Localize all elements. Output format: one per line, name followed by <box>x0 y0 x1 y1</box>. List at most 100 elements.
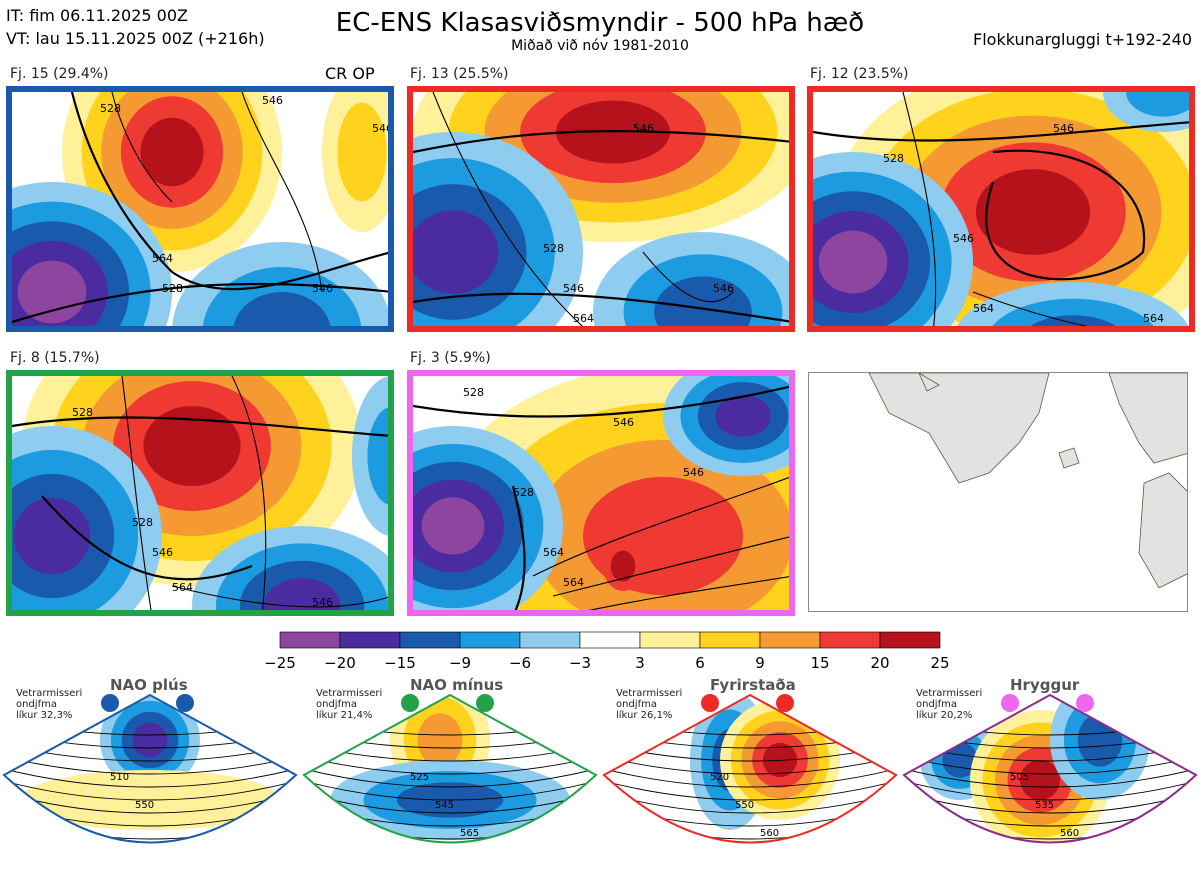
regime-contour <box>604 779 896 801</box>
island-shape <box>918 373 940 392</box>
cluster-2-field: 546 528 546 546 564 <box>413 92 789 326</box>
scandinavia-shape <box>1108 373 1187 464</box>
contour-label: 546 <box>1053 122 1074 135</box>
regime-contour <box>304 791 596 814</box>
anomaly-blob-1-band-4 <box>818 230 888 294</box>
contour-label: 528 <box>883 152 904 165</box>
anomaly-blob-0-band-4 <box>140 117 204 187</box>
europe-shape <box>1138 472 1187 589</box>
contour-label: 546 <box>633 122 654 135</box>
colorbar-tick-label: 3 <box>635 654 645 672</box>
anomaly-blob-1 <box>413 132 583 326</box>
anomaly-blob-1 <box>813 152 973 326</box>
height-contour-1 <box>41 495 253 581</box>
regime-contour-label: 560 <box>1060 828 1079 839</box>
regime-frame <box>602 693 898 844</box>
cluster-2-map: 546 528 546 546 564 <box>407 86 795 332</box>
colorbar-segment <box>279 631 341 649</box>
classification-window: Flokkunargluggi t+192-240 <box>973 30 1192 49</box>
anomaly-blob-2-band-3 <box>263 578 341 610</box>
regime-dot-1 <box>1076 694 1094 712</box>
regime-dot-1 <box>776 694 794 712</box>
height-contour-4 <box>588 576 789 610</box>
regime-title: Fyrirstaða <box>710 676 796 694</box>
contour-label: 546 <box>372 122 388 135</box>
height-contour-4 <box>231 376 267 610</box>
height-contour-3 <box>171 585 388 608</box>
cluster-3-title: Fj. 12 (23.5%) <box>810 66 909 82</box>
anomaly-blob-2 <box>192 526 388 610</box>
regime-contour <box>304 755 596 775</box>
anomaly-blob-3-band-1 <box>610 550 636 582</box>
regime-blob-0-band-2 <box>417 713 463 767</box>
run-info: IT: fim 06.11.2025 00Z VT: lau 15.11.202… <box>6 4 265 50</box>
anomaly-blob-3 <box>322 92 388 232</box>
height-contour-3 <box>972 291 1089 326</box>
contour-label: 564 <box>152 252 173 265</box>
height-contour-0 <box>813 121 1189 142</box>
regime-note: Vetrarmisseri ondjfma líkur 21,4% <box>316 688 383 721</box>
height-contour-0 <box>12 282 388 324</box>
height-contour-0 <box>12 416 388 437</box>
cluster-5-title: Fj. 3 (5.9%) <box>410 350 491 366</box>
anomaly-blob-2 <box>663 376 789 476</box>
anomaly-blob-1-band-4 <box>17 260 87 324</box>
contour-label: 564 <box>543 546 564 559</box>
anomaly-blob-0-band-4 <box>975 169 1091 255</box>
colorbar-segment <box>819 631 881 649</box>
regime-title: NAO mínus <box>410 676 504 694</box>
regime-blob-2 <box>1050 695 1150 800</box>
contour-label: 528 <box>100 102 121 115</box>
colorbar-tick-label: 6 <box>695 654 705 672</box>
page-subtitle: Miðað við nóv 1981-2010 <box>511 38 689 54</box>
regime-dot-1 <box>176 694 194 712</box>
contour-label: 546 <box>262 94 283 107</box>
regime-dot-1 <box>476 694 494 712</box>
contour-label: 564 <box>973 302 994 315</box>
anomaly-blob-2-band-2 <box>233 292 331 326</box>
anomaly-blob-3-band-1 <box>367 407 388 505</box>
contour-label: 528 <box>513 486 534 499</box>
colorbar-segment <box>459 631 521 649</box>
height-contour-0 <box>413 385 789 418</box>
height-contour-1 <box>511 485 526 610</box>
height-contour-3 <box>642 251 734 303</box>
contour-label: 564 <box>573 312 594 325</box>
colorbar-tick-label: −9 <box>448 654 472 672</box>
height-contour-2 <box>432 92 584 326</box>
anomaly-blob-1-band-4 <box>421 497 485 555</box>
regime-contour <box>604 755 896 775</box>
contour-label: 528 <box>543 242 564 255</box>
regime-contour-label: 510 <box>110 772 129 783</box>
regime-dot-0 <box>401 694 419 712</box>
regime-contour <box>4 791 296 814</box>
height-contour-2 <box>902 92 937 326</box>
regime-contour <box>904 755 1196 775</box>
regime-blob-0 <box>100 695 200 790</box>
contour-label: 546 <box>713 282 734 295</box>
regime-contour <box>4 767 296 788</box>
height-contour-3 <box>111 92 173 203</box>
regime-contour-label: 545 <box>435 800 454 811</box>
regime-dot-0 <box>1001 694 1019 712</box>
anomaly-blob-1-band-3 <box>13 497 91 575</box>
regime-contour <box>904 791 1196 814</box>
colorbar-segment <box>879 631 941 649</box>
anomaly-blob-2 <box>957 282 1189 326</box>
page-title: EC-ENS Klasasviðsmyndir - 500 hPa hæð <box>335 8 865 38</box>
anomaly-blob-2-band-3 <box>715 395 771 437</box>
colorbar-segment <box>519 631 581 649</box>
colorbar-tick-label: −6 <box>508 654 532 672</box>
regime-contour-label: 505 <box>1010 772 1029 783</box>
regime-blob-1 <box>970 710 1110 843</box>
cluster-1-tag: CR OP <box>325 64 375 83</box>
anomaly-blob-3-band-1 <box>337 102 387 202</box>
anomaly-colorbar <box>279 631 941 649</box>
height-contour-2 <box>121 376 152 610</box>
height-contour-3 <box>552 536 789 597</box>
cluster-2-title: Fj. 13 (25.5%) <box>410 66 509 82</box>
regime-contour <box>4 779 296 801</box>
contour-label: 546 <box>953 232 974 245</box>
colorbar-tick-label: −3 <box>568 654 592 672</box>
regime-title: NAO plús <box>110 676 188 694</box>
